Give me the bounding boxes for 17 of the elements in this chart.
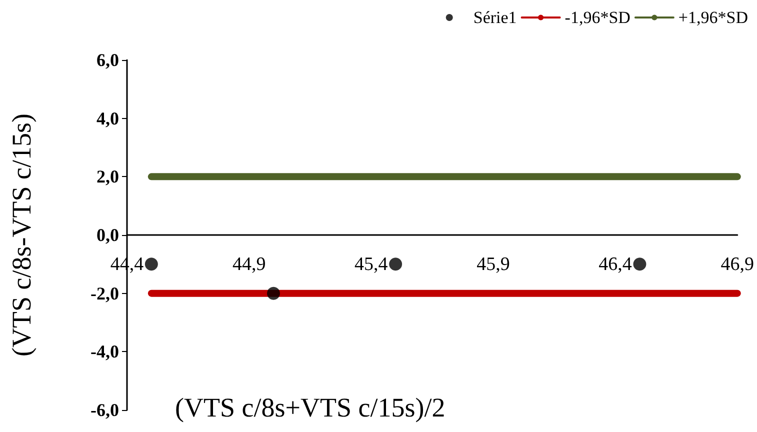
y-tick-label: 4,0 (96, 108, 119, 128)
x-tick-label: 46,9 (720, 254, 754, 275)
y-tick-label: -6,0 (90, 400, 119, 420)
x-tick-label: 45,4 (354, 254, 388, 275)
y-tick-label: 2,0 (96, 166, 119, 187)
y-axis-title: (VTS c/8s-VTS c/15s) (6, 114, 36, 356)
y-tick-label: -4,0 (90, 342, 119, 362)
y-tick-label: 0,0 (96, 225, 119, 245)
legend-label: Série1 (473, 8, 517, 27)
x-axis-title: (VTS c/8s+VTS c/15s)/2 (175, 392, 446, 422)
x-tick-label: 46,4 (598, 254, 632, 275)
legend-label: -1,96*SD (564, 8, 630, 27)
legend-label: +1,96*SD (678, 8, 748, 27)
x-tick-label: 44,9 (232, 254, 266, 275)
y-tick-label: 6,0 (96, 50, 119, 70)
x-tick-label: 45,9 (476, 254, 510, 275)
y-tick-label: -2,0 (90, 283, 119, 304)
